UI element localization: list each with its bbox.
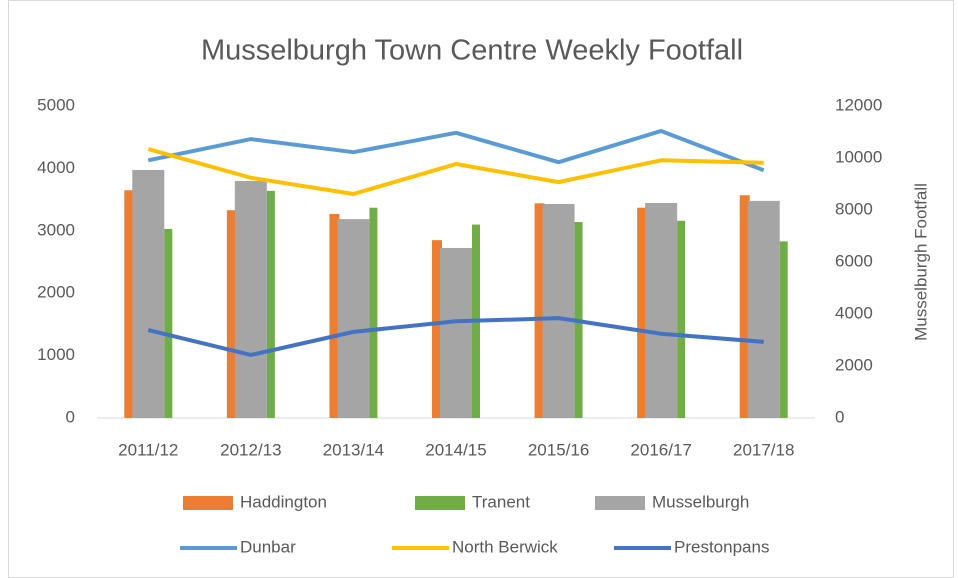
line [147,128,765,173]
y2-axis-title: Musselburgh Footfall [911,183,930,341]
x-tick-label: 2012/13 [220,440,281,459]
x-tick-label: 2011/12 [118,440,178,459]
x-tick-label: 2015/16 [528,440,589,459]
y2-tick-label: 10000 [835,147,882,166]
y-tick-label: 0 [66,407,75,426]
y-tick-label: 4000 [37,158,75,177]
bar [677,220,686,418]
legend-label: North Berwick [452,537,558,556]
legend-label: Dunbar [240,537,296,556]
legend-swatch [595,496,645,510]
legend-label: Prestonpans [674,537,769,556]
bar [132,169,165,418]
y-tick-label: 3000 [37,220,75,239]
bar [440,247,472,418]
bar [637,207,648,418]
y-tick-label: 1000 [37,345,75,364]
bar [329,213,340,418]
bar [542,204,575,418]
bar [266,190,275,418]
bar [739,195,750,418]
bar [534,203,545,418]
x-tick-label: 2013/14 [323,440,384,459]
x-tick-label: 2016/17 [630,440,691,459]
x-tick-label: 2017/18 [733,440,794,459]
bar [124,190,135,418]
bar [369,207,378,418]
bar [432,240,442,418]
line [147,316,764,357]
legend-swatch [183,496,233,510]
legend-label: Haddington [240,492,327,511]
bar [164,228,173,418]
y2-tick-label: 8000 [835,199,873,218]
y2-tick-label: 6000 [835,251,873,270]
y2-tick-label: 2000 [835,355,873,374]
chart-title: Musselburgh Town Centre Weekly Footfall [201,35,743,67]
bar [645,202,678,418]
y-tick-label: 5000 [37,95,75,114]
line [147,147,764,196]
legend-label: Tranent [472,492,530,511]
bar [779,241,788,418]
y2-tick-label: 4000 [835,303,873,322]
bar [234,181,267,418]
y2-tick-label: 0 [835,407,844,426]
bar [747,200,780,418]
legend-swatch [415,496,465,510]
y2-tick-label: 12000 [835,95,882,114]
bar [337,219,370,418]
y-tick-label: 2000 [37,283,75,302]
x-tick-label: 2014/15 [425,440,486,459]
legend-label: Musselburgh [652,492,749,511]
bar [226,210,237,418]
